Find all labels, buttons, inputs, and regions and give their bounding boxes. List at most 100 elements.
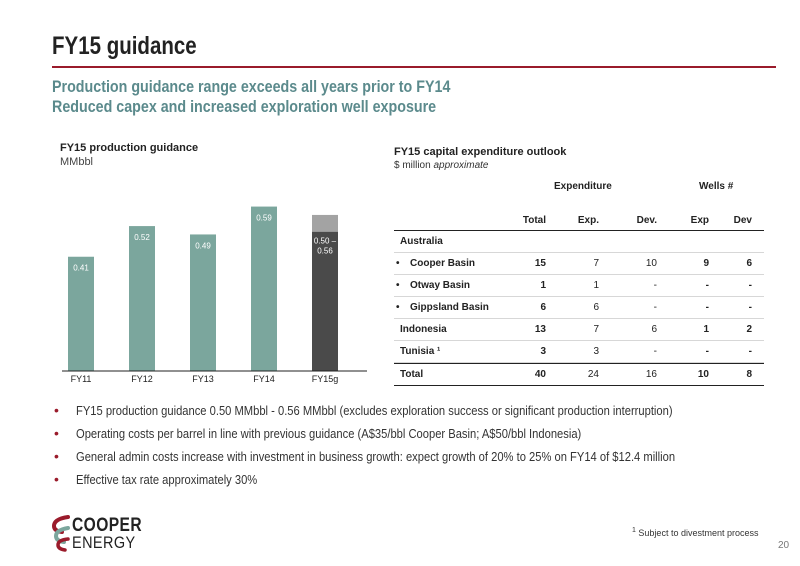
cell-exp: 3: [593, 346, 599, 357]
bullet-marker: •: [54, 448, 59, 464]
total-value-wells-exp: 10: [697, 369, 709, 380]
row-label: Cooper Basin: [396, 258, 475, 269]
total-value-total: 40: [534, 369, 546, 380]
bar-fy15g-range: [312, 214, 338, 232]
row-label: Gippsland Basin: [396, 302, 489, 313]
bullet-marker: •: [54, 402, 59, 418]
capex-table-body: Australia Cooper Basin 15 7 10 9 6 Otway Basin 1…: [394, 231, 764, 363]
cell-exp: 7: [593, 258, 599, 269]
cell-exp: 6: [593, 302, 599, 313]
key-point-item: • General admin costs increase with inves…: [54, 448, 774, 471]
total-value-exp: 24: [587, 369, 599, 380]
subtitle-line-2: Reduced capex and increased exploration …: [52, 97, 437, 116]
cell-wells-exp: -: [705, 346, 709, 357]
key-point-item: • Operating costs per barrel in line with…: [54, 425, 774, 448]
x-tick-label: FY15g: [312, 374, 339, 384]
row-label: Tunisia ¹: [400, 346, 441, 357]
capex-total-row: Total 40 24 16 10 8: [394, 363, 764, 386]
key-point-text: FY15 production guidance 0.50 MMbbl - 0.…: [76, 403, 673, 418]
cell-wells-dev: -: [748, 280, 752, 291]
cell-total: 15: [534, 258, 546, 269]
cell-wells-exp: 1: [703, 324, 709, 335]
key-point-item: • FY15 production guidance 0.50 MMbbl - 0…: [54, 402, 774, 425]
capex-group-header-row: Expenditure Wells #: [394, 176, 764, 198]
logo-wordmark-line-1: COOPER: [72, 515, 142, 536]
capex-table-subtitle: $ million approximate: [394, 160, 489, 171]
cell-wells-dev: 6: [746, 258, 752, 269]
x-tick-label: FY12: [131, 374, 153, 384]
tick-labels-layer: FY11 FY12 FY13 FY14 FY15g: [71, 374, 339, 384]
cell-dev: 6: [651, 324, 657, 335]
capex-table-row: Cooper Basin 15 7 10 9 6: [394, 253, 764, 275]
cell-exp: 7: [593, 324, 599, 335]
capex-subtitle-prefix: $ million: [394, 160, 431, 171]
footnote-text: Subject to divestment process: [638, 528, 759, 538]
chart-title: FY15 production guidance: [60, 142, 199, 154]
total-value-dev: 16: [645, 369, 657, 380]
capex-table-row: Australia: [394, 231, 764, 253]
cell-dev: -: [653, 302, 657, 313]
bar-value-label: 0.59: [256, 214, 272, 223]
cell-dev: -: [653, 280, 657, 291]
bar-fy14: [251, 206, 277, 371]
footnote: 1 Subject to divestment process: [632, 527, 758, 538]
cell-wells-dev: -: [748, 302, 752, 313]
bullet-marker: •: [54, 425, 59, 441]
slide-title: FY15 guidance: [52, 32, 197, 60]
row-label: Indonesia: [400, 324, 447, 335]
cooper-energy-logo-icon: [51, 515, 70, 552]
cell-wells-dev: 2: [746, 324, 752, 335]
capex-column-header-row: Total Exp. Dev. Exp Dev: [394, 198, 764, 231]
page-number: 20: [778, 540, 790, 551]
capex-table-row: Tunisia ¹ 3 3 - - -: [394, 341, 764, 363]
group-header-expenditure: Expenditure: [554, 181, 612, 192]
total-value-wells-dev: 8: [746, 369, 752, 380]
bar-value-label: 0.41: [73, 264, 89, 273]
key-point-text: Effective tax rate approximately 30%: [76, 472, 258, 487]
cell-dev: 10: [645, 258, 657, 269]
cell-dev: -: [653, 346, 657, 357]
production-bar-chart: 0.410.520.490.590.50 –0.56 FY11 FY12 FY13 F…: [62, 206, 367, 384]
row-label: Otway Basin: [396, 280, 470, 291]
capex-table-row: Otway Basin 1 1 - - -: [394, 275, 764, 297]
chart-unit-label: MMbbl: [60, 156, 94, 168]
x-tick-label: FY14: [253, 374, 275, 384]
capex-table-title: FY15 capital expenditure outlook: [394, 146, 567, 158]
bar-fy15g-low: [312, 231, 338, 371]
col-header-exp: Exp.: [577, 215, 599, 226]
bar-fy12: [129, 226, 155, 371]
cell-total: 13: [534, 324, 546, 335]
cell-exp: 1: [593, 280, 599, 291]
cell-wells-dev: -: [748, 346, 752, 357]
col-header-total: Total: [522, 215, 546, 226]
x-tick-label: FY13: [192, 374, 214, 384]
bars-layer: 0.41 0.52 0.49 0.59 0.50 –0.56: [68, 206, 338, 371]
bar-fy13: [190, 234, 216, 371]
capex-table: Expenditure Wells # Total Exp. Dev. Exp …: [394, 176, 764, 386]
cell-total: 1: [540, 280, 546, 291]
total-label: Total: [400, 369, 424, 380]
capex-table-row: Indonesia 13 7 6 1 2: [394, 319, 764, 341]
row-label: Australia: [400, 236, 443, 247]
x-tick-label: FY11: [71, 374, 92, 384]
bar-value-label: 0.50 –: [314, 237, 337, 246]
bar-fy11: [68, 256, 94, 371]
key-point-item: • Effective tax rate approximately 30%: [54, 471, 774, 494]
cell-wells-exp: 9: [703, 258, 709, 269]
col-header-wells-dev: Dev: [733, 215, 752, 226]
key-point-text: General admin costs increase with invest…: [76, 449, 676, 464]
key-point-text: Operating costs per barrel in line with …: [76, 426, 582, 441]
capex-table-row: Gippsland Basin 6 6 - - -: [394, 297, 764, 319]
subtitle-line-1: Production guidance range exceeds all ye…: [52, 77, 451, 96]
bar-value-label: 0.52: [134, 233, 150, 242]
group-header-wells: Wells #: [699, 181, 734, 192]
cell-wells-exp: -: [705, 280, 709, 291]
footnote-marker: 1: [632, 527, 636, 534]
col-header-wells-exp: Exp: [690, 215, 709, 226]
key-points-list: • FY15 production guidance 0.50 MMbbl - 0…: [54, 402, 774, 494]
cell-total: 6: [540, 302, 546, 313]
bar-value-label: 0.56: [317, 247, 333, 256]
capex-subtitle-italic: approximate: [433, 160, 489, 171]
logo-wordmark-line-2: ENERGY: [72, 533, 136, 552]
title-divider: [52, 66, 776, 68]
